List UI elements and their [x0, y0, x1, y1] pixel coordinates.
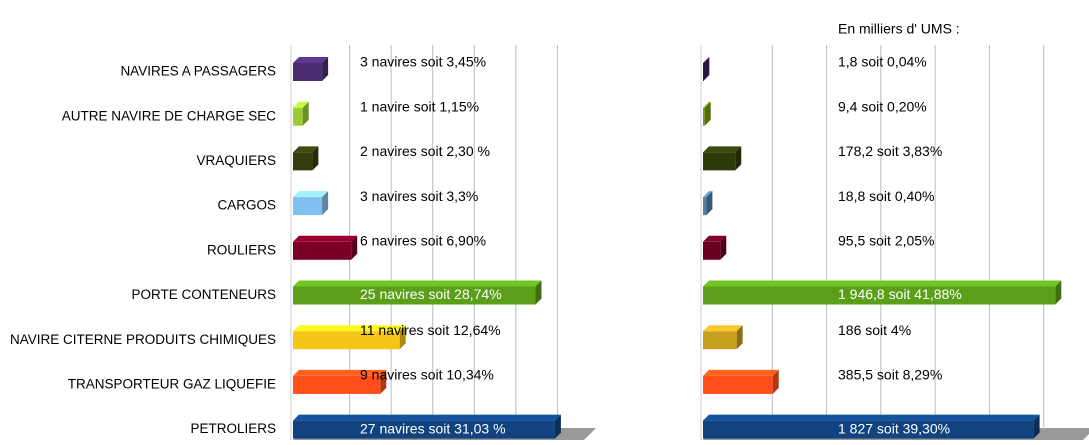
bar	[293, 286, 536, 305]
bar-side	[1055, 280, 1062, 305]
bar-side	[554, 414, 561, 439]
y-tick-label: VRAQUIERS	[196, 153, 276, 168]
data-label: 9 navires soit 10,34%	[360, 367, 494, 383]
bar-top	[293, 235, 358, 242]
bar-side	[735, 146, 742, 171]
bar-top	[293, 280, 542, 287]
y-tick-label: TRANSPORTEUR GAZ LIQUEFIE	[68, 376, 276, 391]
bar-side	[736, 325, 743, 350]
y-tick-label: AUTRE NAVIRE DE CHARGE SEC	[62, 108, 277, 123]
bar-top	[293, 369, 387, 376]
bar-top	[703, 101, 711, 108]
bar	[703, 107, 705, 126]
chart-subtitle: En milliers d' UMS :	[838, 21, 960, 37]
bar-top	[293, 191, 329, 198]
bar-top	[293, 414, 561, 421]
data-label: 27 navires soit 31,03 %	[360, 420, 506, 436]
data-label: 178,2 soit 3,83%	[838, 143, 942, 159]
data-label: 6 navires soit 6,90%	[360, 233, 486, 249]
bar	[703, 420, 1034, 439]
bar-side	[772, 369, 779, 394]
data-label: 95,5 soit 2,05%	[838, 233, 935, 249]
bar-top	[293, 57, 329, 63]
bar-side	[704, 101, 711, 126]
bar-top	[703, 57, 710, 63]
y-tick-label: NAVIRES A PASSAGERS	[120, 64, 276, 79]
bar-top	[703, 414, 1040, 421]
data-label: 186 soit 4%	[838, 322, 911, 338]
y-tick-label: PETROLIERS	[190, 421, 276, 436]
bar	[703, 152, 736, 171]
bar-side	[302, 101, 309, 126]
bar	[293, 152, 313, 171]
bar-side	[322, 57, 329, 81]
bar-top	[703, 325, 743, 332]
bar	[703, 197, 707, 216]
bar-side	[706, 191, 713, 216]
bar	[703, 286, 1056, 305]
bar-top	[703, 369, 779, 376]
data-label: 18,8 soit 0,40%	[838, 188, 935, 204]
data-label: 3 navires soit 3,3%	[360, 188, 478, 204]
bar	[703, 241, 721, 260]
bar	[703, 331, 737, 350]
bar-top	[703, 191, 713, 198]
data-label: 1 827 soit 39,30%	[838, 420, 950, 436]
bar	[703, 375, 773, 394]
y-tick-label: NAVIRE CITERNE PRODUITS CHIMIQUES	[10, 332, 276, 347]
bar-top	[293, 325, 406, 332]
bar	[293, 197, 323, 216]
y-tick-label: CARGOS	[217, 198, 276, 213]
bar	[293, 375, 381, 394]
data-label: 385,5 soit 8,29%	[838, 367, 942, 383]
data-label: 1,8 soit 0,04%	[838, 54, 927, 70]
data-label: 1 navire soit 1,15%	[360, 98, 479, 114]
bar-side	[312, 146, 319, 171]
bar-top	[293, 101, 309, 108]
bar-side	[703, 57, 710, 81]
data-label: 25 navires soit 28,74%	[360, 286, 502, 302]
bar-top	[703, 235, 727, 242]
bar	[293, 331, 400, 350]
bar-top	[293, 146, 319, 153]
bar-side	[535, 280, 542, 305]
bar	[293, 241, 352, 260]
data-label: 3 navires soit 3,45%	[360, 54, 486, 70]
data-label: 11 navires soit 12,64%	[360, 322, 501, 338]
bar-side	[1033, 414, 1040, 439]
bar-top	[703, 280, 1062, 287]
y-tick-label: ROULIERS	[207, 242, 276, 257]
bar-side	[399, 325, 406, 350]
bar-side	[322, 191, 329, 216]
y-tick-label: PORTE CONTENEURS	[131, 287, 276, 302]
data-label: 9,4 soit 0,20%	[838, 98, 927, 114]
bar	[293, 63, 323, 81]
data-label: 2 navires soit 2,30 %	[360, 143, 490, 159]
bar-side	[351, 235, 358, 260]
data-label: 1 946,8 soit 41,88%	[838, 286, 962, 302]
bar	[293, 107, 303, 126]
bar-side	[380, 369, 387, 394]
bar-side	[720, 235, 727, 260]
bar-top	[703, 146, 742, 153]
bar	[293, 420, 555, 439]
